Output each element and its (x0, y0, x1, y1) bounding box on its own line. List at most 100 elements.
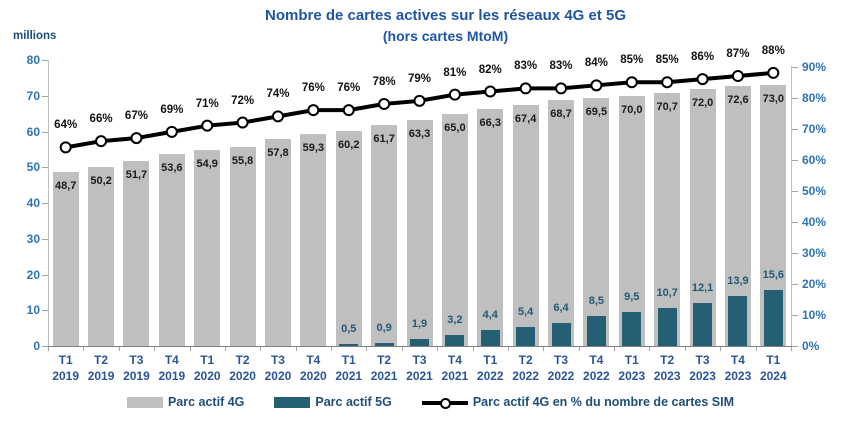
bar-label-4g: 73,0 (762, 93, 785, 106)
y-axis-tick (42, 238, 48, 240)
bar-4g (123, 161, 150, 346)
x-axis-line (48, 346, 792, 347)
x-axis-tick (154, 347, 156, 351)
pct-line-marker (59, 141, 72, 154)
bar-label-5g: 12,1 (691, 281, 714, 294)
x-axis-category-label: T4 2022 (583, 352, 610, 384)
pct-label: 78% (372, 75, 396, 88)
pct-label: 83% (514, 60, 538, 73)
right-axis-tick-label: 70% (802, 121, 827, 136)
x-axis-category-line: 2023 (689, 369, 716, 383)
x-axis-category-line: 2022 (547, 369, 575, 383)
bar-5g (622, 312, 642, 346)
pct-line-marker (236, 116, 249, 129)
x-axis-tick (755, 347, 757, 351)
x-axis-category-line: 2019 (52, 369, 80, 383)
pct-label: 72% (231, 94, 255, 107)
y-axis-line (48, 60, 49, 346)
pct-label: 83% (549, 60, 573, 73)
x-axis-tick (331, 347, 333, 351)
bar-5g (374, 342, 394, 346)
x-axis-category-line: T1 (200, 353, 215, 367)
legend-label: Parc actif 4G en % du nombre de cartes S… (472, 395, 735, 409)
bar-label-4g: 70,7 (656, 101, 678, 114)
pct-line-marker (378, 97, 391, 110)
x-axis-tick (578, 347, 580, 351)
x-axis-category-line: 2020 (299, 369, 327, 383)
bar-label-5g: 0,9 (376, 321, 392, 334)
pct-line-marker (271, 110, 284, 123)
x-axis-category-line: 2023 (724, 369, 752, 383)
bar-4g (335, 130, 362, 346)
legend-swatch-5g (274, 396, 311, 408)
pct-label: 81% (443, 66, 467, 79)
pct-label: 85% (620, 54, 644, 67)
x-axis-category-line: T1 (58, 353, 73, 367)
x-axis-category-line: 2022 (512, 369, 539, 383)
x-axis-tick (189, 347, 191, 351)
x-axis-category-label: T4 2019 (158, 352, 185, 384)
pct-line-marker (731, 70, 744, 83)
bar-5g (551, 323, 571, 346)
x-axis-category-line: T2 (235, 353, 250, 367)
legend-item: Parc actif 4G (126, 395, 244, 409)
x-axis-category-label: T3 2019 (123, 352, 150, 384)
bar-label-4g: 63,3 (408, 127, 431, 140)
pct-label: 64% (54, 119, 78, 132)
right-axis-tick (792, 159, 798, 161)
y-axis-tick (42, 203, 48, 204)
pct-line-marker (307, 104, 320, 117)
y-axis-tick-label: 40 (26, 196, 40, 210)
bar-label-4g: 55,8 (231, 154, 254, 167)
pct-label: 67% (124, 110, 148, 123)
x-axis-category-line: 2022 (476, 369, 504, 383)
x-axis-category-line: T1 (624, 353, 639, 367)
x-axis-category-label: T1 2021 (335, 352, 362, 384)
bar-4g (158, 154, 185, 346)
x-axis-category-line: T3 (270, 353, 285, 367)
x-axis-category-line: T3 (695, 353, 710, 367)
bar-label-4g: 51,7 (125, 169, 148, 182)
x-axis-category-line: T1 (341, 353, 356, 367)
bar-label-4g: 68,7 (550, 108, 572, 121)
pct-label: 79% (407, 72, 432, 85)
x-axis-tick (224, 347, 226, 351)
bar-5g (516, 326, 536, 346)
x-axis-category-label: T2 2019 (88, 352, 115, 384)
x-axis-category-line: T4 (306, 353, 321, 367)
x-axis-tick (366, 347, 368, 351)
x-axis-category-line: T2 (94, 353, 109, 367)
right-axis-tick (792, 190, 798, 192)
x-axis-tick (684, 347, 686, 351)
bar-label-4g: 72,6 (727, 94, 749, 107)
x-axis-category-line: 2021 (441, 369, 469, 383)
x-axis-category-label: T3 2022 (548, 352, 575, 384)
bar-label-4g: 72,0 (691, 96, 714, 109)
bar-label-5g: 8,5 (588, 294, 605, 307)
bar-label-5g: 0,5 (341, 323, 357, 336)
bar-4g (264, 139, 291, 346)
bar-label-4g: 50,2 (90, 174, 112, 187)
pct-line-marker (201, 119, 214, 132)
bar-label-4g: 60,2 (338, 138, 360, 151)
x-axis-category-label: T2 2022 (512, 352, 539, 384)
x-axis-category-line: T1 (766, 353, 781, 367)
pct-line-marker (130, 132, 143, 145)
bar-5g (410, 339, 429, 346)
x-axis-tick (507, 347, 509, 351)
y-axis-tick-label: 80 (26, 53, 40, 67)
y-axis-tick-label: 60 (26, 124, 40, 139)
y-axis-tick-label: 10 (26, 303, 40, 318)
bar-5g (445, 334, 465, 346)
bar-label-4g: 57,8 (267, 147, 289, 160)
x-axis-category-line: 2022 (583, 369, 610, 383)
y-axis-tick-label: 20 (26, 267, 40, 282)
right-axis-tick (792, 128, 798, 130)
bar-label-5g: 15,6 (762, 269, 785, 282)
x-axis-category-line: 2024 (759, 369, 787, 383)
x-axis-category-line: 2020 (193, 369, 221, 383)
x-axis-tick (649, 347, 651, 351)
pct-line-marker (519, 82, 532, 95)
